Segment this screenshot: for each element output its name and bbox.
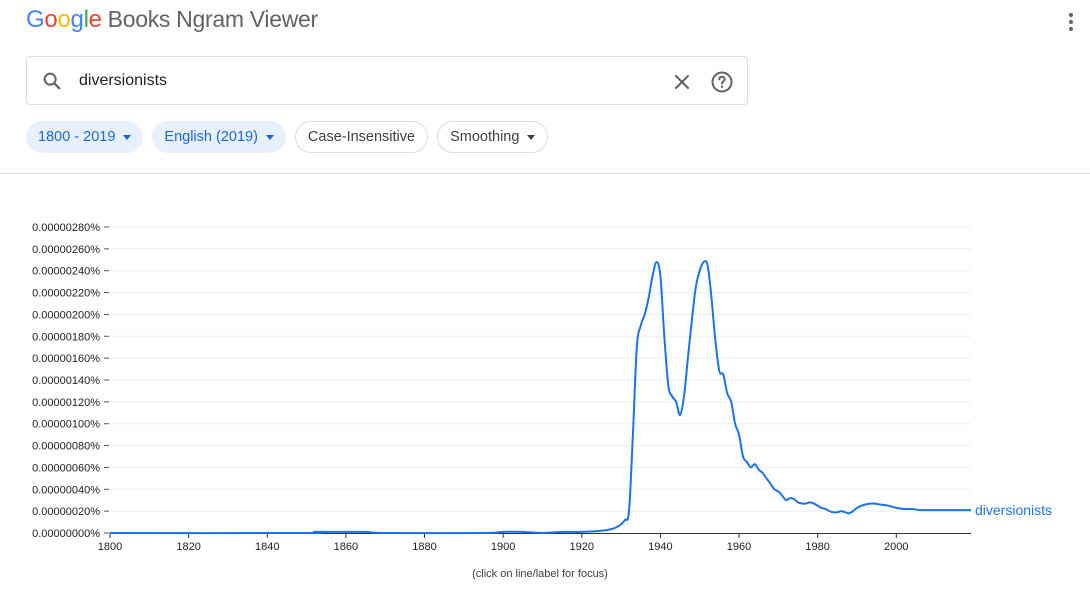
smoothing-dropdown[interactable]: Smoothing: [437, 121, 549, 153]
caret-down-icon: [123, 134, 132, 140]
axis-layer: 0.00000000% 0.00000020% 0.00000040% 0.00000…: [32, 222, 971, 553]
y-tick-label: 0.00000180%: [32, 331, 100, 343]
logo-letter: o: [44, 6, 58, 33]
y-tick-label: 0.00000240%: [32, 266, 100, 278]
x-tick-label: 1880: [412, 541, 436, 553]
logo-letter: G: [26, 6, 45, 33]
help-icon[interactable]: [710, 70, 734, 94]
search-input[interactable]: [79, 67, 639, 95]
y-tick-label: 0.00000280%: [32, 222, 100, 234]
y-tick-label: 0.00000000%: [32, 528, 100, 540]
product-name: Books Ngram Viewer: [107, 6, 319, 32]
chart-footnote: (click on line/label for focus): [472, 568, 608, 580]
case-label: Case-Insensitive: [307, 129, 416, 145]
x-tick-label: 1860: [334, 541, 358, 553]
series-layer[interactable]: diversionists: [109, 260, 1052, 535]
year-range-dropdown[interactable]: 1800 - 2019: [26, 121, 144, 153]
x-tick-label: 1800: [98, 541, 122, 553]
x-tick-label: 1960: [727, 541, 751, 553]
y-tick-label: 0.00000140%: [32, 375, 100, 387]
x-tick-label: 1940: [648, 541, 672, 553]
y-tick-label: 0.00000040%: [32, 484, 100, 496]
smoothing-label: Smoothing: [450, 129, 520, 145]
logo-letter: e: [88, 6, 102, 33]
corpus-label: English (2019): [164, 129, 258, 145]
corpus-dropdown[interactable]: English (2019): [152, 121, 286, 153]
ngram-chart: 0.00000000% 0.00000020% 0.00000040% 0.00000…: [0, 180, 1090, 604]
logo-letter: o: [57, 6, 71, 33]
y-tick-label: 0.00000260%: [32, 244, 100, 256]
logo-letter: l: [83, 6, 89, 33]
google-wordmark: Google: [26, 6, 102, 33]
x-tick-label: 1820: [176, 541, 200, 553]
google-books-ngram-logo[interactable]: Google Books Ngram Viewer: [26, 6, 318, 34]
more-vert-icon[interactable]: [1062, 10, 1080, 34]
y-tick-label: 0.00000120%: [32, 397, 100, 409]
search-icon[interactable]: [41, 70, 63, 92]
grid-layer: [110, 226, 971, 512]
x-tick-label: 1900: [491, 541, 515, 553]
y-tick-label: 0.00000200%: [32, 309, 100, 321]
header: Google Books Ngram Viewer: [0, 0, 1090, 44]
series-line-diversionists[interactable]: [109, 260, 971, 535]
caret-down-icon: [265, 134, 274, 140]
case-insensitive-toggle[interactable]: Case-Insensitive: [294, 121, 429, 153]
logo-letter: g: [70, 6, 84, 33]
search-box: [26, 56, 748, 105]
y-tick-label: 0.00000100%: [32, 419, 100, 431]
y-tick-label: 0.00000220%: [32, 288, 100, 300]
series-label-diversionists[interactable]: diversionists: [975, 502, 1052, 518]
y-tick-label: 0.00000020%: [32, 506, 100, 518]
filter-chips: 1800 - 2019 English (2019) Case-Insensit…: [26, 121, 549, 153]
x-tick-label: 2000: [884, 541, 908, 553]
y-tick-label: 0.00000160%: [32, 353, 100, 365]
chart-svg: 0.00000000% 0.00000020% 0.00000040% 0.00000…: [32, 222, 1052, 553]
y-tick-label: 0.00000060%: [32, 462, 100, 474]
close-icon[interactable]: [670, 70, 694, 94]
y-tick-label: 0.00000080%: [32, 441, 100, 453]
x-tick-label: 1980: [805, 541, 829, 553]
divider: [0, 173, 1090, 174]
caret-down-icon: [527, 134, 536, 140]
x-tick-label: 1840: [255, 541, 279, 553]
year-range-label: 1800 - 2019: [38, 129, 116, 145]
x-tick-label: 1920: [570, 541, 594, 553]
